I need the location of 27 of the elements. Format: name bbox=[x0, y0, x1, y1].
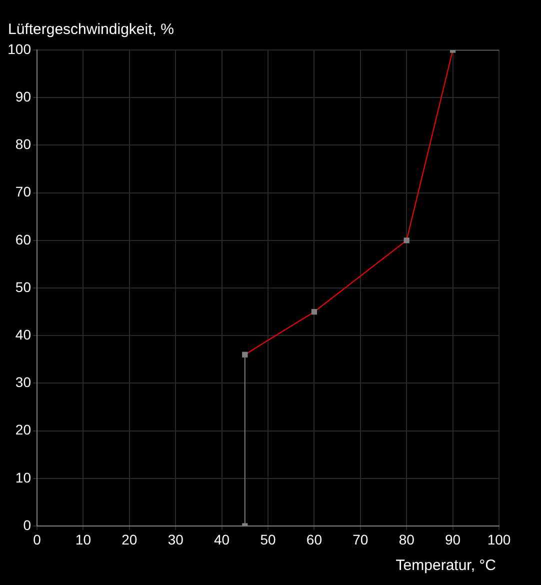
y-tick-label: 40 bbox=[15, 326, 32, 342]
y-tick-label: 60 bbox=[15, 231, 32, 248]
x-tick-label: 20 bbox=[122, 531, 138, 548]
x-tick-label: 10 bbox=[75, 531, 92, 548]
x-tick-label: 40 bbox=[214, 531, 230, 548]
x-tick-label: 70 bbox=[352, 531, 368, 548]
y-tick-label: 70 bbox=[15, 184, 32, 200]
x-tick-label: 80 bbox=[398, 531, 415, 548]
x-tick-label: 100 bbox=[487, 531, 511, 548]
y-tick-label: 10 bbox=[15, 469, 32, 486]
point bbox=[311, 308, 318, 315]
y-tick-label: 30 bbox=[15, 374, 32, 390]
x-axis-title: Temperatur, °C bbox=[396, 557, 496, 574]
y-tick-label: 20 bbox=[15, 422, 32, 438]
point bbox=[242, 352, 248, 358]
y-tick-label: 0 bbox=[23, 516, 32, 533]
x-tick-label: 50 bbox=[260, 531, 276, 548]
x-tick-label: 60 bbox=[306, 531, 322, 548]
y-axis-title: Lüftergeschwindigkeit, % bbox=[8, 21, 174, 38]
x-tick-label: 90 bbox=[445, 531, 461, 548]
x-tick-label: 30 bbox=[168, 531, 184, 548]
y-tick-label: 50 bbox=[15, 278, 32, 295]
x-tick-label: 0 bbox=[33, 531, 42, 548]
point bbox=[404, 238, 410, 244]
y-tick-label: 90 bbox=[15, 88, 32, 104]
y-tick-label: 100 bbox=[8, 40, 32, 57]
y-tick-label: 80 bbox=[15, 136, 32, 152]
